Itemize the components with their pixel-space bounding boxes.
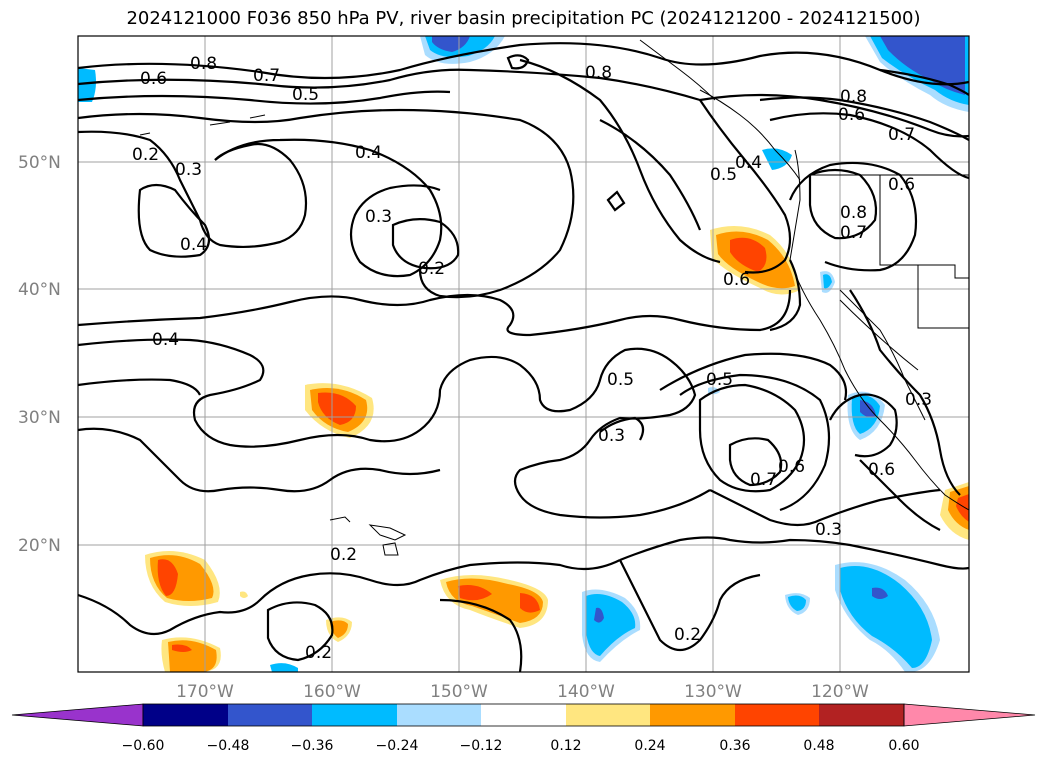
contour-label: 0.6 xyxy=(868,460,895,480)
contour-label: 0.2 xyxy=(305,643,332,663)
contour-label: 0.7 xyxy=(888,125,915,145)
contour-label: 0.8 xyxy=(190,54,217,74)
pv-contours xyxy=(78,42,969,672)
lon-label-120w: 120°W xyxy=(811,682,869,702)
contour-label: 0.2 xyxy=(132,145,159,165)
colorbar-tick-label: 0.48 xyxy=(803,738,834,754)
lon-label-140w: 140°W xyxy=(557,682,615,702)
colorbar: −0.60 −0.48 −0.36 −0.24 −0.12 0.12 0.24 … xyxy=(11,703,1036,754)
colorbar-segment xyxy=(735,704,819,726)
map-title: 2024121000 F036 850 hPa PV, river basin … xyxy=(126,8,921,29)
lon-label-130w: 130°W xyxy=(684,682,742,702)
lon-label-170w: 170°W xyxy=(176,682,234,702)
contour-label: 0.7 xyxy=(253,66,280,86)
longitude-labels: 170°W 160°W 150°W 140°W 130°W 120°W xyxy=(176,682,869,702)
contour-label: 0.2 xyxy=(674,625,701,645)
colorbar-tick-label: 0.24 xyxy=(634,738,665,754)
colorbar-segment xyxy=(566,704,650,726)
lat-label-20n: 20°N xyxy=(18,536,61,556)
lat-label-30n: 30°N xyxy=(18,408,61,428)
contour-label: 0.8 xyxy=(585,63,612,83)
colorbar-segment xyxy=(143,704,228,726)
contour-label: 0.6 xyxy=(778,457,805,477)
colorbar-tick-label: −0.12 xyxy=(460,738,503,754)
contour-label: 0.4 xyxy=(355,143,382,163)
contour-label: 0.3 xyxy=(815,520,842,540)
colorbar-segment xyxy=(397,704,481,726)
contour-label: 0.5 xyxy=(607,370,634,390)
contour-label: 0.5 xyxy=(292,85,319,105)
contour-label: 0.6 xyxy=(140,69,167,89)
contour-label: 0.4 xyxy=(180,235,207,255)
colorbar-tick-label: 0.36 xyxy=(719,738,750,754)
contour-label: 0.7 xyxy=(750,470,777,490)
negative-anomaly-shading xyxy=(78,36,969,672)
contour-label: 0.7 xyxy=(840,223,867,243)
colorbar-extend-low xyxy=(11,703,144,727)
colorbar-tick-label: 0.12 xyxy=(550,738,581,754)
colorbar-segments xyxy=(11,703,1036,727)
lat-label-40n: 40°N xyxy=(18,280,61,300)
contour-label: 0.5 xyxy=(706,370,733,390)
contour-label: 0.8 xyxy=(840,87,867,107)
colorbar-segment xyxy=(312,704,397,726)
map-area: 0.8 0.7 0.6 0.5 0.4 0.3 0.2 0.8 0.6 0.5 … xyxy=(78,36,969,672)
positive-anomaly-shading xyxy=(145,226,969,672)
contour-label: 0.3 xyxy=(175,160,202,180)
colorbar-segment xyxy=(228,704,312,726)
colorbar-tick-label: −0.24 xyxy=(376,738,419,754)
colorbar-tick-labels: −0.60 −0.48 −0.36 −0.24 −0.12 0.12 0.24 … xyxy=(122,738,920,754)
contour-label: 0.6 xyxy=(888,175,915,195)
contour-label: 0.5 xyxy=(710,165,737,185)
contour-label: 0.2 xyxy=(330,545,357,565)
lat-label-50n: 50°N xyxy=(18,153,61,173)
lon-label-150w: 150°W xyxy=(430,682,488,702)
lon-label-160w: 160°W xyxy=(303,682,361,702)
contour-label: 0.4 xyxy=(152,330,179,350)
contour-label: 0.4 xyxy=(735,153,762,173)
colorbar-segment xyxy=(650,704,735,726)
contour-label: 0.6 xyxy=(838,105,865,125)
contour-label: 0.6 xyxy=(723,270,750,290)
colorbar-tick-label: 0.60 xyxy=(888,738,919,754)
colorbar-segment xyxy=(481,704,566,726)
contour-label: 0.3 xyxy=(365,207,392,227)
colorbar-segment xyxy=(819,704,904,726)
colorbar-extend-high xyxy=(903,703,1036,727)
contour-label: 0.8 xyxy=(840,203,867,223)
coastlines xyxy=(139,39,969,556)
colorbar-outline xyxy=(142,703,905,727)
latitude-labels: 50°N 40°N 30°N 20°N xyxy=(18,153,61,556)
colorbar-tick-label: −0.36 xyxy=(291,738,334,754)
contour-label: 0.3 xyxy=(598,426,625,446)
colorbar-tick-label: −0.60 xyxy=(122,738,165,754)
contour-label: 0.3 xyxy=(905,390,932,410)
contour-label: 0.2 xyxy=(418,259,445,279)
colorbar-tick-label: −0.48 xyxy=(207,738,250,754)
precipitation-shading xyxy=(78,36,969,672)
map-frame xyxy=(77,35,970,673)
contour-labels: 0.8 0.7 0.6 0.5 0.4 0.3 0.2 0.8 0.6 0.5 … xyxy=(132,54,932,663)
